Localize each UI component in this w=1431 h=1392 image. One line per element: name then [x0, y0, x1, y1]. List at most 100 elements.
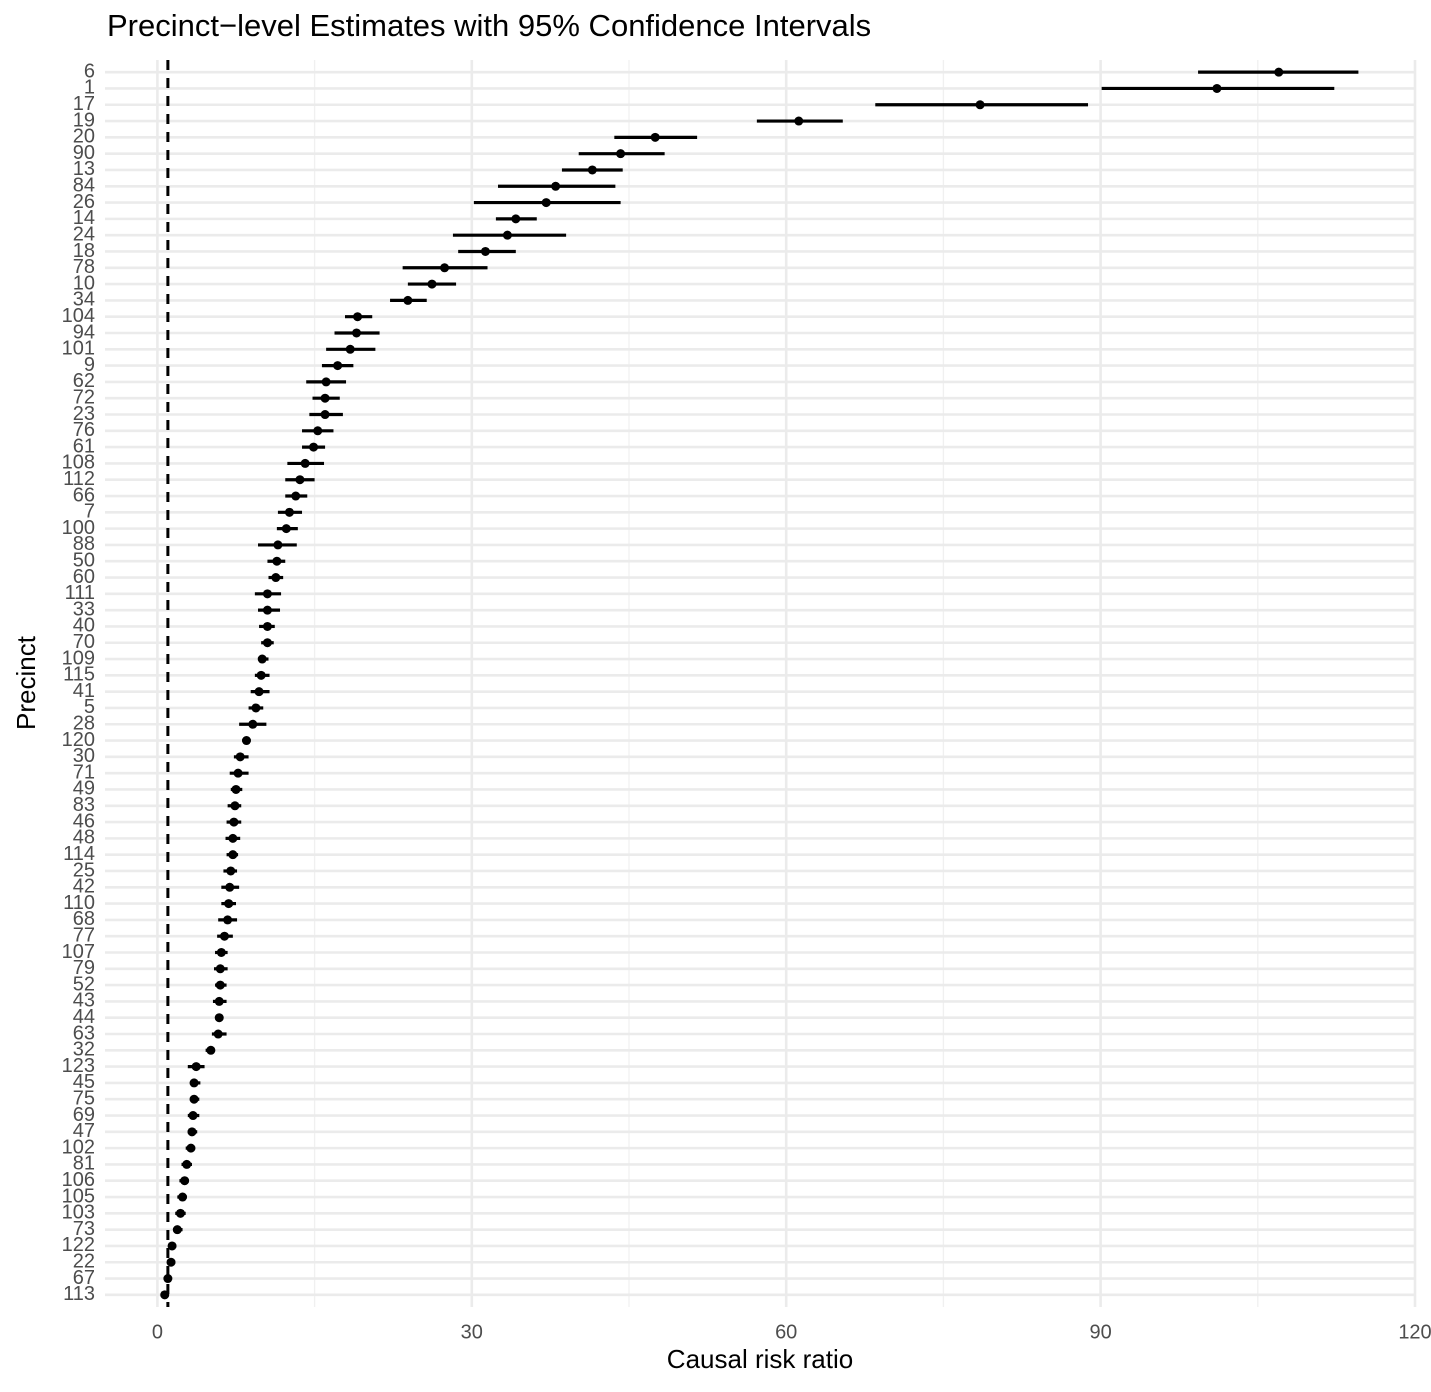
y-tick-label: 61 [73, 435, 95, 457]
point [794, 116, 804, 126]
point [214, 1013, 224, 1023]
point [172, 1225, 182, 1235]
x-axis-title: Causal risk ratio [667, 1344, 853, 1374]
y-tick-label: 46 [73, 810, 95, 832]
point [1274, 67, 1284, 77]
x-tick-label: 120 [1398, 1321, 1431, 1343]
point [214, 996, 224, 1006]
chart-title: Precinct−level Estimates with 95% Confid… [107, 8, 871, 43]
point [219, 931, 229, 941]
y-tick-label: 101 [62, 338, 95, 360]
point [650, 132, 660, 142]
point [320, 393, 330, 403]
point [230, 801, 240, 811]
x-tick-label: 60 [775, 1321, 797, 1343]
y-tick-label: 42 [73, 876, 95, 898]
point [226, 866, 236, 876]
y-tick-label: 48 [73, 827, 95, 849]
point [333, 361, 343, 371]
point [229, 817, 239, 827]
point [345, 344, 355, 354]
point [248, 719, 258, 729]
point [1212, 83, 1222, 93]
y-tick-label: 68 [73, 908, 95, 930]
y-tick-label: 43 [73, 990, 95, 1012]
point [975, 100, 985, 110]
y-tick-label: 94 [73, 321, 95, 343]
y-tick-label: 5 [84, 696, 95, 718]
y-tick-label: 114 [63, 843, 95, 865]
y-tick-label: 105 [62, 1185, 95, 1207]
y-tick-label: 81 [73, 1153, 95, 1175]
point [272, 556, 282, 566]
y-tick-label: 17 [73, 93, 95, 115]
point [254, 687, 264, 697]
y-tick-label: 67 [73, 1267, 95, 1289]
point [231, 784, 241, 794]
y-tick-label: 122 [62, 1234, 95, 1256]
y-tick-label: 23 [73, 403, 95, 425]
y-tick-label: 14 [73, 207, 95, 229]
point [353, 312, 363, 322]
y-tick-label: 33 [73, 598, 95, 620]
y-tick-label: 63 [73, 1022, 95, 1044]
y-tick-label: 28 [73, 713, 95, 735]
y-tick-label: 47 [73, 1120, 95, 1142]
y-tick-label: 41 [73, 680, 95, 702]
y-tick-label: 19 [73, 109, 95, 131]
y-tick-label: 66 [73, 484, 95, 506]
point [262, 605, 272, 615]
point [271, 573, 281, 583]
point [175, 1208, 185, 1218]
point [321, 377, 331, 387]
y-axis-title: Precinct [11, 635, 41, 730]
y-tick-label: 78 [73, 256, 95, 278]
y-tick-label: 45 [73, 1071, 95, 1093]
point [480, 246, 490, 256]
y-tick-label: 7 [84, 501, 95, 523]
y-tick-label: 50 [73, 550, 95, 572]
point [189, 1094, 199, 1104]
y-tick-label: 52 [73, 973, 95, 995]
y-tick-label: 9 [84, 354, 95, 376]
y-tick-label: 20 [73, 126, 95, 148]
y-tick-label: 120 [62, 729, 95, 751]
y-tick-label: 18 [73, 240, 95, 262]
point [167, 1241, 177, 1251]
point [273, 540, 283, 550]
point [188, 1111, 198, 1121]
point [213, 1029, 223, 1039]
y-tick-label: 109 [62, 647, 95, 669]
y-tick-label: 75 [73, 1087, 95, 1109]
point [160, 1290, 170, 1300]
point [262, 621, 272, 631]
point [186, 1143, 196, 1153]
y-tick-label: 60 [73, 566, 95, 588]
y-tick-label: 25 [73, 859, 95, 881]
y-tick-label: 30 [73, 745, 95, 767]
y-tick-label: 10 [73, 272, 95, 294]
y-tick-label: 70 [73, 631, 95, 653]
y-tick-label: 110 [63, 892, 95, 914]
point [262, 589, 272, 599]
y-tick-label: 108 [62, 452, 95, 474]
point [313, 426, 323, 436]
y-tick-label: 71 [73, 761, 95, 783]
point [163, 1274, 173, 1284]
y-tick-label: 24 [73, 223, 95, 245]
point [251, 703, 261, 713]
grid [105, 60, 1417, 1307]
point [215, 964, 225, 974]
y-tick-label: 49 [73, 778, 95, 800]
point [224, 899, 234, 909]
y-tick-label: 6 [84, 60, 95, 82]
y-tick-label: 34 [73, 289, 95, 311]
y-tick-label: 72 [73, 386, 95, 408]
point [235, 752, 245, 762]
y-tick-label: 32 [73, 1039, 95, 1061]
point [352, 328, 362, 338]
point [223, 915, 233, 925]
point [587, 165, 597, 175]
y-tick-label: 76 [73, 419, 95, 441]
